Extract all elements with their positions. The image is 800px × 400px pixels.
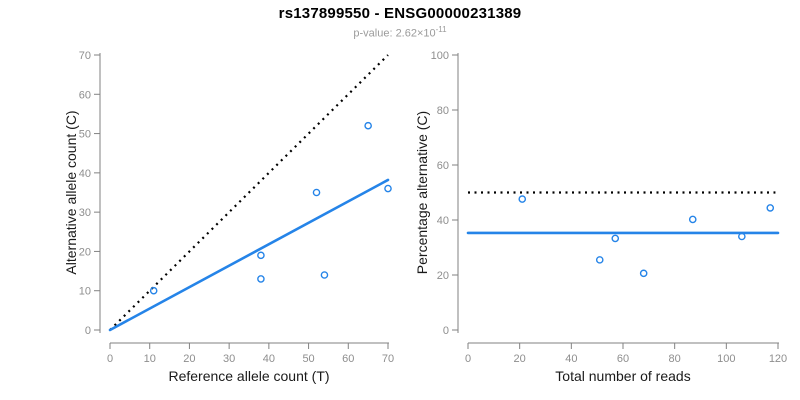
x-tick-label: 20 xyxy=(514,353,526,365)
data-point xyxy=(639,269,648,278)
y-tick-label: 40 xyxy=(437,215,449,227)
y-tick-label: 20 xyxy=(79,246,91,258)
data-point xyxy=(688,215,697,224)
pvalue-exponent: -11 xyxy=(435,25,447,34)
data-point xyxy=(149,286,158,295)
y-tick-label: 50 xyxy=(79,129,91,141)
expected-50pct-dotted-line xyxy=(109,54,389,331)
pvalue-text: p-value: 2.62×10 xyxy=(353,27,436,40)
data-point xyxy=(611,234,620,243)
data-point xyxy=(595,256,604,264)
x-tick-label: 120 xyxy=(769,353,787,365)
y-tick-label: 70 xyxy=(79,50,91,62)
data-point xyxy=(364,121,372,130)
fitted-allelic-ratio-line xyxy=(108,178,390,332)
y-tick-label: 60 xyxy=(437,160,449,172)
data-point xyxy=(384,184,392,193)
y-tick-label: 10 xyxy=(79,286,91,298)
x-tick-label: 20 xyxy=(183,353,195,365)
y-tick-label: 80 xyxy=(437,105,449,117)
x-tick-label: 0 xyxy=(465,353,471,365)
figure-subtitle: p-value: 2.62×10-11 xyxy=(0,25,800,40)
data-point xyxy=(257,275,265,283)
x-tick-label: 60 xyxy=(342,353,354,365)
x-tick-label: 60 xyxy=(617,353,629,365)
x-tick-label: 40 xyxy=(565,353,577,365)
x-tick-label: 10 xyxy=(144,353,156,365)
x-tick-label: 100 xyxy=(717,353,735,365)
left-scatter-plot: 0 10 20 30 40 50 60 70 0 10 20 30 40 50 60 70 Reference … xyxy=(63,50,394,384)
y-tick-label: 0 xyxy=(85,325,91,337)
x-tick-label: 80 xyxy=(669,353,681,365)
x-tick-label: 40 xyxy=(263,353,275,365)
y-tick-label: 20 xyxy=(437,270,449,282)
y-tick-label: 0 xyxy=(443,325,449,337)
y-tick-label: 30 xyxy=(79,207,91,219)
x-axis-title: Reference allele count (T) xyxy=(168,368,329,384)
y-tick-label: 40 xyxy=(79,168,91,180)
data-point xyxy=(518,195,527,203)
x-tick-label: 30 xyxy=(223,353,235,365)
x-tick-label: 50 xyxy=(302,353,314,365)
y-tick-label: 60 xyxy=(79,89,91,101)
x-tick-label: 0 xyxy=(107,353,113,365)
data-point xyxy=(766,204,775,212)
y-axis-title: Alternative allele count (C) xyxy=(63,110,79,274)
data-point xyxy=(257,251,265,260)
x-axis-title: Total number of reads xyxy=(555,368,690,384)
y-tick-label: 100 xyxy=(431,50,449,62)
data-point xyxy=(738,232,746,241)
y-axis-title: Percentage alternative (C) xyxy=(414,111,430,274)
data-point xyxy=(312,188,321,197)
right-scatter-plot: 0 20 40 60 80 100 0 20 40 60 80 100 120 Total number … xyxy=(414,50,787,384)
x-tick-label: 70 xyxy=(382,353,394,365)
figure-title: rs137899550 - ENSG00000231389 xyxy=(278,5,522,22)
data-point xyxy=(320,271,329,279)
